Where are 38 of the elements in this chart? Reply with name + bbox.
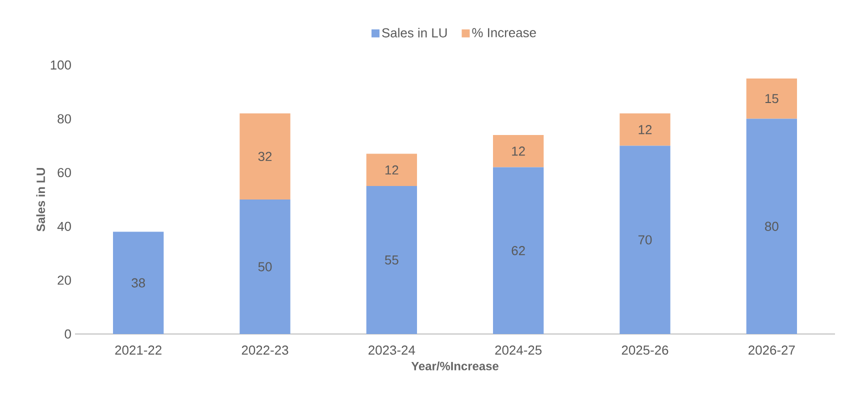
bar	[366, 154, 418, 186]
bar	[493, 134, 544, 168]
data-label: 55	[384, 256, 398, 265]
data-label: 70	[638, 235, 652, 244]
data-label: 38	[132, 278, 145, 288]
y-tick-label: 80	[58, 114, 71, 124]
data-label: 12	[512, 146, 525, 156]
y-tick-label: 60	[58, 168, 71, 178]
legend-label: Sales in LU	[382, 28, 447, 38]
data-label: 62	[512, 246, 525, 256]
data-label: 15	[765, 94, 778, 104]
bar	[493, 167, 544, 334]
x-tick-label: 2022-23	[242, 346, 288, 355]
x-tick-label: 2023-24	[368, 346, 416, 355]
x-tick-label: 2021-22	[115, 346, 162, 355]
legend-label: % Increase	[472, 28, 536, 38]
x-tick-label: 2026-27	[748, 346, 795, 355]
bar	[113, 232, 164, 334]
data-label: 50	[258, 262, 272, 272]
bar	[620, 113, 670, 146]
bar	[746, 78, 798, 119]
data-label: 80	[765, 222, 778, 231]
x-tick-label: 2024-25	[495, 346, 542, 355]
x-tick-label: 2025-26	[622, 346, 668, 355]
data-label: 12	[385, 165, 398, 174]
data-label: 32	[258, 152, 272, 162]
bar	[366, 186, 418, 334]
y-tick-label: 20	[58, 276, 71, 285]
bar	[620, 146, 670, 334]
data-label: 12	[638, 125, 652, 134]
y-axis-title: Sales in LU	[36, 168, 46, 232]
y-tick-label: 100	[50, 60, 71, 70]
y-tick-label: 40	[57, 222, 71, 231]
x-axis-title: Year/%Increase	[411, 362, 498, 370]
bar	[240, 113, 290, 200]
bar	[240, 200, 290, 334]
y-tick-label: 0	[64, 329, 71, 339]
bar	[746, 118, 798, 334]
